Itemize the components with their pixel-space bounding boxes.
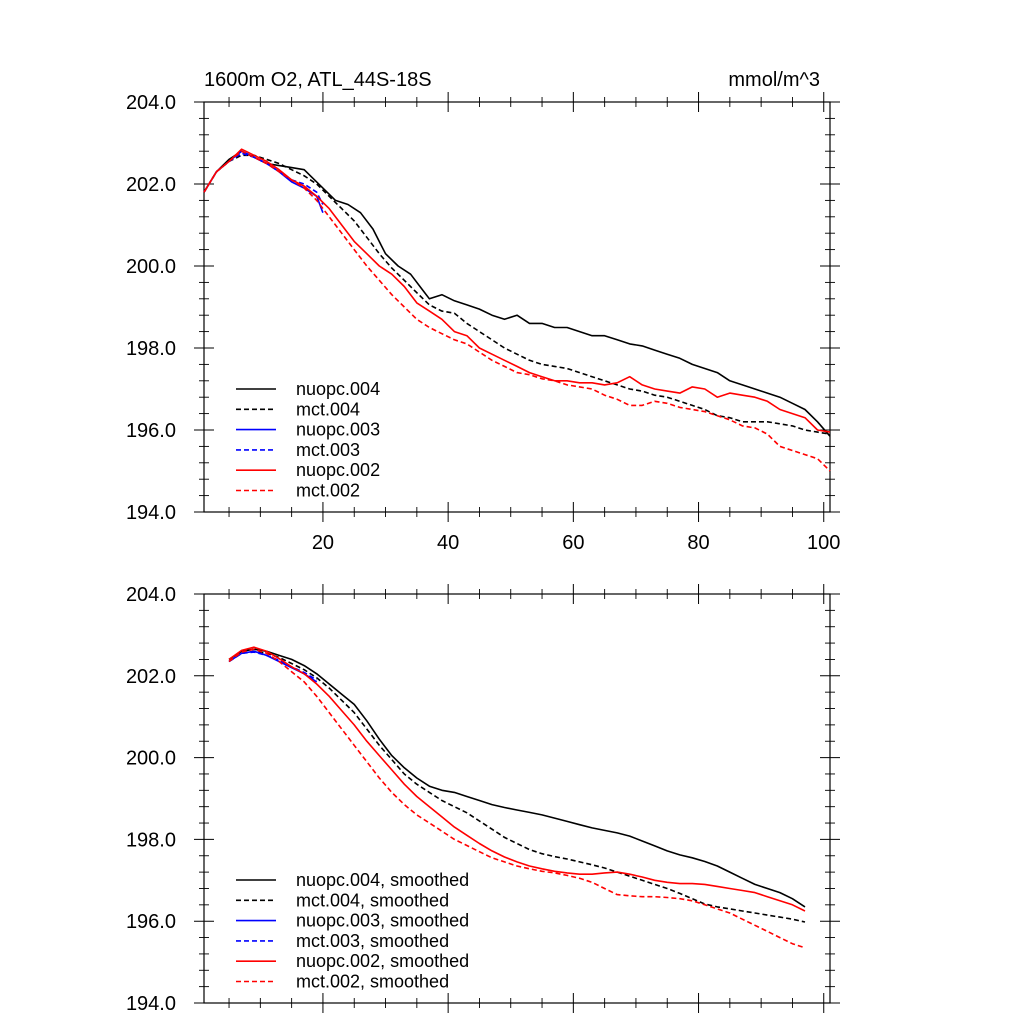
legend-label: nuopc.004, smoothed [296, 870, 469, 890]
y-tick-label: 202.0 [126, 666, 176, 688]
y-tick-label: 198.0 [126, 829, 176, 851]
legend-label: nuopc.003, smoothed [296, 911, 469, 931]
series-line-mct-004 [203, 154, 831, 435]
legend-label: nuopc.004 [296, 379, 380, 399]
legend-label: mct.003 [296, 440, 360, 460]
y-tick-label: 194.0 [126, 993, 176, 1015]
y-tick-label: 198.0 [126, 338, 176, 360]
legend-label: mct.002 [296, 481, 360, 501]
legend-label: nuopc.002 [296, 460, 380, 480]
series-line-mct-004-smoothed [228, 650, 806, 923]
series-line-mct-003-smoothed [228, 651, 318, 681]
series-line-mct-003 [203, 152, 324, 205]
bottom-panel: 194.0 196.0 198.0 200.0 202.0 204.0 nuopc.004,… [126, 584, 840, 1015]
series-line-nuopc-002 [203, 148, 831, 433]
y-tick-label: 196.0 [126, 911, 176, 933]
y-tick-label: 204.0 [126, 92, 176, 114]
x-tick-label: 80 [687, 532, 709, 554]
series-line-nuopc-004-smoothed [228, 648, 806, 908]
legend-label: mct.004 [296, 399, 360, 419]
y-tick-label: 200.0 [126, 256, 176, 278]
x-tick-label: 60 [562, 532, 584, 554]
legend-label: nuopc.002, smoothed [296, 951, 469, 971]
y-tick-label: 196.0 [126, 420, 176, 442]
chart-title: 1600m O2, ATL_44S-18S [204, 69, 432, 91]
plot-frame [203, 593, 831, 1004]
series-line-mct-002-smoothed [228, 648, 806, 949]
series-line-nuopc-003-smoothed [228, 650, 318, 683]
legend-label: mct.002, smoothed [296, 972, 449, 992]
x-tick-label: 100 [807, 532, 840, 554]
x-tick-label: 20 [312, 532, 334, 554]
y-tick-label: 204.0 [126, 584, 176, 606]
series-line-mct-002 [203, 150, 831, 472]
x-tick-label: 40 [437, 532, 459, 554]
legend-label: nuopc.003 [296, 420, 380, 440]
series-line-nuopc-002-smoothed [228, 646, 806, 912]
legend-label: mct.003, smoothed [296, 931, 449, 951]
series-line-nuopc-004 [203, 150, 831, 437]
y-tick-label: 200.0 [126, 748, 176, 770]
legend-label: mct.004, smoothed [296, 890, 449, 910]
y-tick-label: 194.0 [126, 502, 176, 524]
plot-frame [203, 101, 831, 513]
y-tick-label: 202.0 [126, 174, 176, 196]
top-panel: 20 40 60 80 100 194.0 196.0 198.0 200.0 202.0 204.… [126, 92, 840, 554]
units-label: mmol/m^3 [728, 69, 820, 91]
